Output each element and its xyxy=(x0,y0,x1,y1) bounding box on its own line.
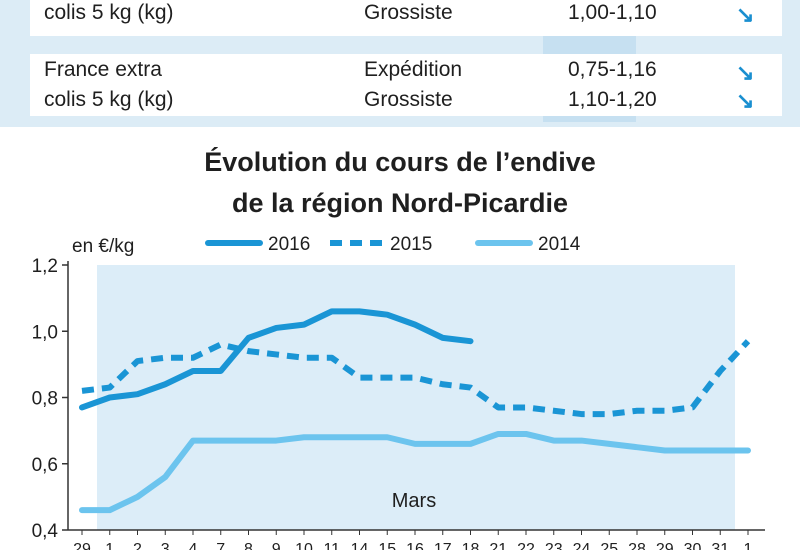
x-tick-label: 4 xyxy=(189,541,198,550)
legend-label-2015: 2015 xyxy=(390,234,432,255)
x-tick-label: 1 xyxy=(105,541,114,550)
x-tick-label: 25 xyxy=(600,541,618,550)
x-tick-label: 28 xyxy=(628,541,646,550)
x-axis-month-label: Mars xyxy=(392,490,436,512)
x-tick-label: 2 xyxy=(133,541,142,550)
series-line-2014 xyxy=(79,430,751,514)
y-tick-label: 0,4 xyxy=(32,521,59,542)
market-label: Grossiste xyxy=(364,1,453,24)
price-table: colis 5 kg (kg) Grossiste 1,00-1,10 ↘ Fr… xyxy=(0,0,800,122)
y-tick-label: 0,8 xyxy=(32,389,58,410)
x-tick-label: 9 xyxy=(272,541,281,550)
arrow-down-right-icon: ↘ xyxy=(736,88,755,113)
legend-label-2016: 2016 xyxy=(268,234,310,255)
x-tick-label: 31 xyxy=(711,541,729,550)
x-tick-label: 22 xyxy=(517,541,535,550)
series-line-2015 xyxy=(81,339,751,418)
y-tick-label: 0,6 xyxy=(32,455,58,476)
chart-title-line-1: Évolution du cours de l’endive xyxy=(204,147,596,177)
x-tick-label: 3 xyxy=(161,541,170,550)
x-tick-label: 14 xyxy=(351,541,369,550)
x-tick-label: 10 xyxy=(295,541,313,550)
price-value: 1,10-1,20 xyxy=(568,88,657,111)
product-label: colis 5 kg (kg) xyxy=(44,88,174,111)
x-tick-label: 11 xyxy=(323,541,340,550)
y-tick-label: 1,0 xyxy=(32,322,58,343)
y-tick-label: 1,2 xyxy=(32,256,58,277)
table-row-bg xyxy=(30,54,782,116)
table-row-bg xyxy=(30,0,782,36)
price-value: 0,75-1,16 xyxy=(568,58,657,81)
x-tick-label: 23 xyxy=(545,541,563,550)
x-tick-label: 30 xyxy=(684,541,702,550)
market-label: Expédition xyxy=(364,58,463,81)
price-value: 1,00-1,10 xyxy=(568,1,657,24)
x-tick-label: 18 xyxy=(462,541,480,550)
line-chart: 0,40,60,81,01,229 1 2 3 4 7 8 9 10 11 14 15 16 17 18 21… xyxy=(32,234,765,550)
arrow-down-right-icon: ↘ xyxy=(736,60,755,85)
table-row: colis 5 kg (kg) Grossiste 1,00-1,10 ↘ xyxy=(30,0,782,36)
x-tick-label: 16 xyxy=(406,541,424,550)
arrow-down-right-icon: ↘ xyxy=(736,2,755,27)
market-label: Grossiste xyxy=(364,88,453,111)
legend-label-2014: 2014 xyxy=(538,234,581,255)
table-row: France extra colis 5 kg (kg) Expédition … xyxy=(30,54,782,116)
series-line-2016 xyxy=(79,308,474,411)
x-tick-label: 29 xyxy=(73,541,91,550)
x-tick-label: 29 xyxy=(656,541,674,550)
x-tick-label: 15 xyxy=(378,541,396,550)
x-tick-label: 7 xyxy=(216,541,225,550)
x-tick-label: 1 xyxy=(744,541,753,550)
plot-area-shade xyxy=(97,265,735,530)
x-tick-label: 17 xyxy=(434,541,452,550)
y-axis-unit-label: en €/kg xyxy=(72,236,134,257)
chart-panel: Évolution du cours de l’endive de la rég… xyxy=(0,127,800,550)
product-label: colis 5 kg (kg) xyxy=(44,1,174,24)
chart-title-line-2: de la région Nord-Picardie xyxy=(231,188,569,218)
x-tick-label: 8 xyxy=(244,541,253,550)
x-tick-label: 21 xyxy=(489,541,507,550)
product-label: France extra xyxy=(44,58,162,81)
x-tick-label: 24 xyxy=(573,541,591,550)
